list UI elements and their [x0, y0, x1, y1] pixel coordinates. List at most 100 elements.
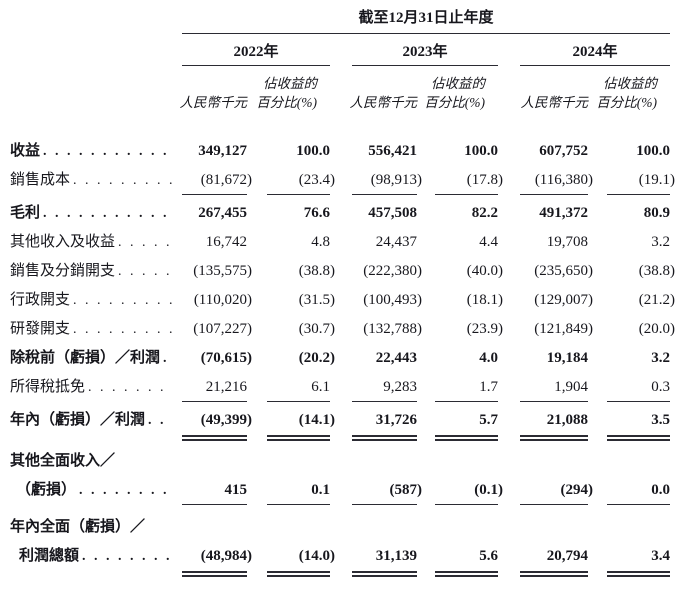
subheader-2024-pct-line1: 佔收益的 [603, 76, 657, 91]
row-label: 除稅前（虧損）／利潤. . . . . . . . . . . . . . . … [10, 349, 182, 368]
cell-value: (0.1) [474, 482, 503, 498]
table-row: 研發開支. . . . . . . . . . . . . . . . . . … [10, 320, 685, 339]
cell-2023-amount: (132,788) [352, 320, 422, 339]
cell-2022-pct: 6.1 [267, 378, 330, 402]
row-label-text: 年內（虧損）／利潤 [10, 412, 146, 428]
cell-value: (31.5) [298, 292, 335, 308]
cell-value: 76.6 [303, 205, 330, 221]
cell-value: (38.8) [298, 263, 335, 279]
cell-2022-amount: 16,742 [182, 233, 247, 252]
cell-value: 4.8 [311, 234, 330, 250]
cell-value: (81,672) [200, 172, 252, 188]
row-label-text: 其他收入及收益 [10, 234, 116, 250]
table-row: 所得稅抵免. . . . . . . . . . . . . . . . . .… [10, 378, 685, 402]
row-label: 收益. . . . . . . . . . . . . . . . . . . … [10, 142, 182, 161]
subheader-2023-pct-line1: 佔收益的 [431, 76, 485, 91]
cell-value: 100.0 [636, 143, 670, 159]
leader-dots: . . . . . . . . . . . . . . . . . . . . … [43, 206, 172, 221]
year-header-2024: 2024年 [520, 43, 670, 66]
row-label-text: 行政開支 [10, 292, 71, 308]
cell-2023-amount: 556,421 [352, 142, 417, 161]
row-label-text: 年內全面（虧損）／ [10, 519, 146, 535]
cell-2023-pct: 100.0 [435, 142, 498, 161]
cell-value: 21,088 [546, 412, 588, 428]
cell-value: (14.1) [298, 412, 335, 428]
cell-2024-pct: 100.0 [607, 142, 670, 161]
cell-2022-amount: (110,020) [182, 291, 252, 310]
cell-value: 267,455 [198, 205, 247, 221]
subheader-2023-pct-line2: 百分比(%) [424, 95, 485, 110]
cell-value: 0.1 [311, 482, 330, 498]
cell-2023-pct: 1.7 [435, 378, 498, 402]
cell-2024-amount: 19,184 [520, 349, 588, 368]
cell-value: 415 [224, 482, 248, 498]
subheader-row-1: 佔收益的 佔收益的 佔收益的 [10, 74, 685, 93]
cell-value: (30.7) [298, 321, 335, 337]
cell-2024-pct: (20.0) [607, 320, 675, 339]
cell-value: (23.4) [298, 172, 335, 188]
year-header-2023: 2023年 [352, 43, 498, 66]
leader-dots: . . . . . . . . . . . . . . . . . . . . … [43, 144, 172, 159]
row-label: 研發開支. . . . . . . . . . . . . . . . . . … [10, 320, 182, 339]
leader-dots: . . . . . . . . . . . . . . . . . . . . … [118, 235, 172, 250]
cell-2023-amount: 457,508 [352, 204, 417, 223]
cell-value: 4.4 [479, 234, 498, 250]
cell-2023-pct: 5.7 [435, 411, 498, 441]
cell-value: (235,650) [534, 263, 593, 279]
leader-dots: . . . . . . . . . . . . . . . . . . . . … [73, 322, 172, 337]
cell-2024-amount: 1,904 [520, 378, 588, 402]
cell-value: 556,421 [368, 143, 417, 159]
cell-value: 1,904 [554, 379, 588, 395]
cell-2024-pct: 0.3 [607, 378, 670, 402]
table-row: 銷售成本. . . . . . . . . . . . . . . . . . … [10, 171, 685, 195]
cell-2024-pct: 3.5 [607, 411, 670, 441]
cell-2023-pct: (0.1) [435, 481, 503, 505]
leader-dots: . . . . . . . . . . . . . . . . . . . . … [118, 264, 172, 279]
subheader-2024-amount-unit: 人民幣千元 [520, 95, 589, 110]
cell-value: (20.2) [298, 350, 335, 366]
cell-value: (49,399) [200, 412, 252, 428]
cell-2024-amount: 21,088 [520, 411, 588, 441]
cell-2022-amount: (107,227) [182, 320, 252, 339]
cell-value: 349,127 [198, 143, 247, 159]
row-label-text: 研發開支 [10, 321, 71, 337]
row-label-text: 其他全面收入／ [10, 453, 116, 469]
cell-value: (110,020) [193, 292, 252, 308]
row-label: 年內（虧損）／利潤. . . . . . . . . . . . . . . .… [10, 411, 182, 430]
cell-2022-amount: (135,575) [182, 262, 252, 281]
row-label-text: 所得稅抵免 [10, 379, 86, 395]
table-row: 除稅前（虧損）／利潤. . . . . . . . . . . . . . . … [10, 349, 685, 368]
cell-value: 5.7 [479, 412, 498, 428]
cell-2024-amount: (235,650) [520, 262, 593, 281]
cell-2024-amount: (294) [520, 481, 593, 505]
cell-value: (20.0) [638, 321, 675, 337]
cell-value: 24,437 [375, 234, 417, 250]
cell-value: (48,984) [200, 548, 252, 564]
cell-value: 31,726 [375, 412, 417, 428]
cell-value: (294) [560, 482, 594, 498]
row-label: 年內全面（虧損）／ [10, 518, 182, 537]
subheader-2023-amount-unit: 人民幣千元 [349, 95, 418, 110]
cell-2024-amount: 19,708 [520, 233, 588, 252]
cell-value: 457,508 [368, 205, 417, 221]
cell-2023-pct: (18.1) [435, 291, 503, 310]
cell-value: 491,372 [539, 205, 588, 221]
row-label: 銷售及分銷開支. . . . . . . . . . . . . . . . .… [10, 262, 182, 281]
cell-value: 6.1 [311, 379, 330, 395]
table-row: 毛利. . . . . . . . . . . . . . . . . . . … [10, 204, 685, 223]
row-label: 其他全面收入／ [10, 452, 182, 471]
cell-value: (18.1) [466, 292, 503, 308]
cell-2024-pct: 0.0 [607, 481, 670, 505]
cell-2024-amount: (121,849) [520, 320, 593, 339]
cell-2023-amount: 31,726 [352, 411, 417, 441]
cell-value: (129,007) [534, 292, 593, 308]
cell-value: (38.8) [638, 263, 675, 279]
cell-2022-pct: (30.7) [267, 320, 335, 339]
leader-dots: . . . . . . . . . . . . . . . . . . . . … [148, 413, 172, 428]
table-row: 年內（虧損）／利潤. . . . . . . . . . . . . . . .… [10, 411, 685, 441]
row-label: 行政開支. . . . . . . . . . . . . . . . . . … [10, 291, 182, 310]
table-row: 收益. . . . . . . . . . . . . . . . . . . … [10, 142, 685, 161]
cell-2023-pct: 82.2 [435, 204, 498, 223]
row-label: 銷售成本. . . . . . . . . . . . . . . . . . … [10, 171, 182, 190]
cell-2023-pct: (23.9) [435, 320, 503, 339]
